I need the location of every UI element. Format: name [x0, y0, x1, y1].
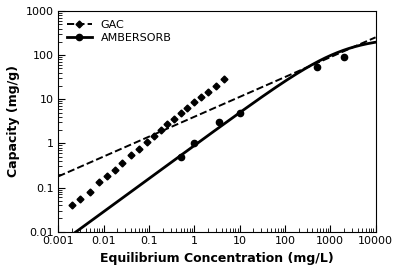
Legend: GAC, AMBERSORB: GAC, AMBERSORB: [64, 17, 175, 47]
Y-axis label: Capacity (mg/g): Capacity (mg/g): [7, 65, 20, 177]
X-axis label: Equilibrium Concentration (mg/L): Equilibrium Concentration (mg/L): [100, 252, 334, 265]
